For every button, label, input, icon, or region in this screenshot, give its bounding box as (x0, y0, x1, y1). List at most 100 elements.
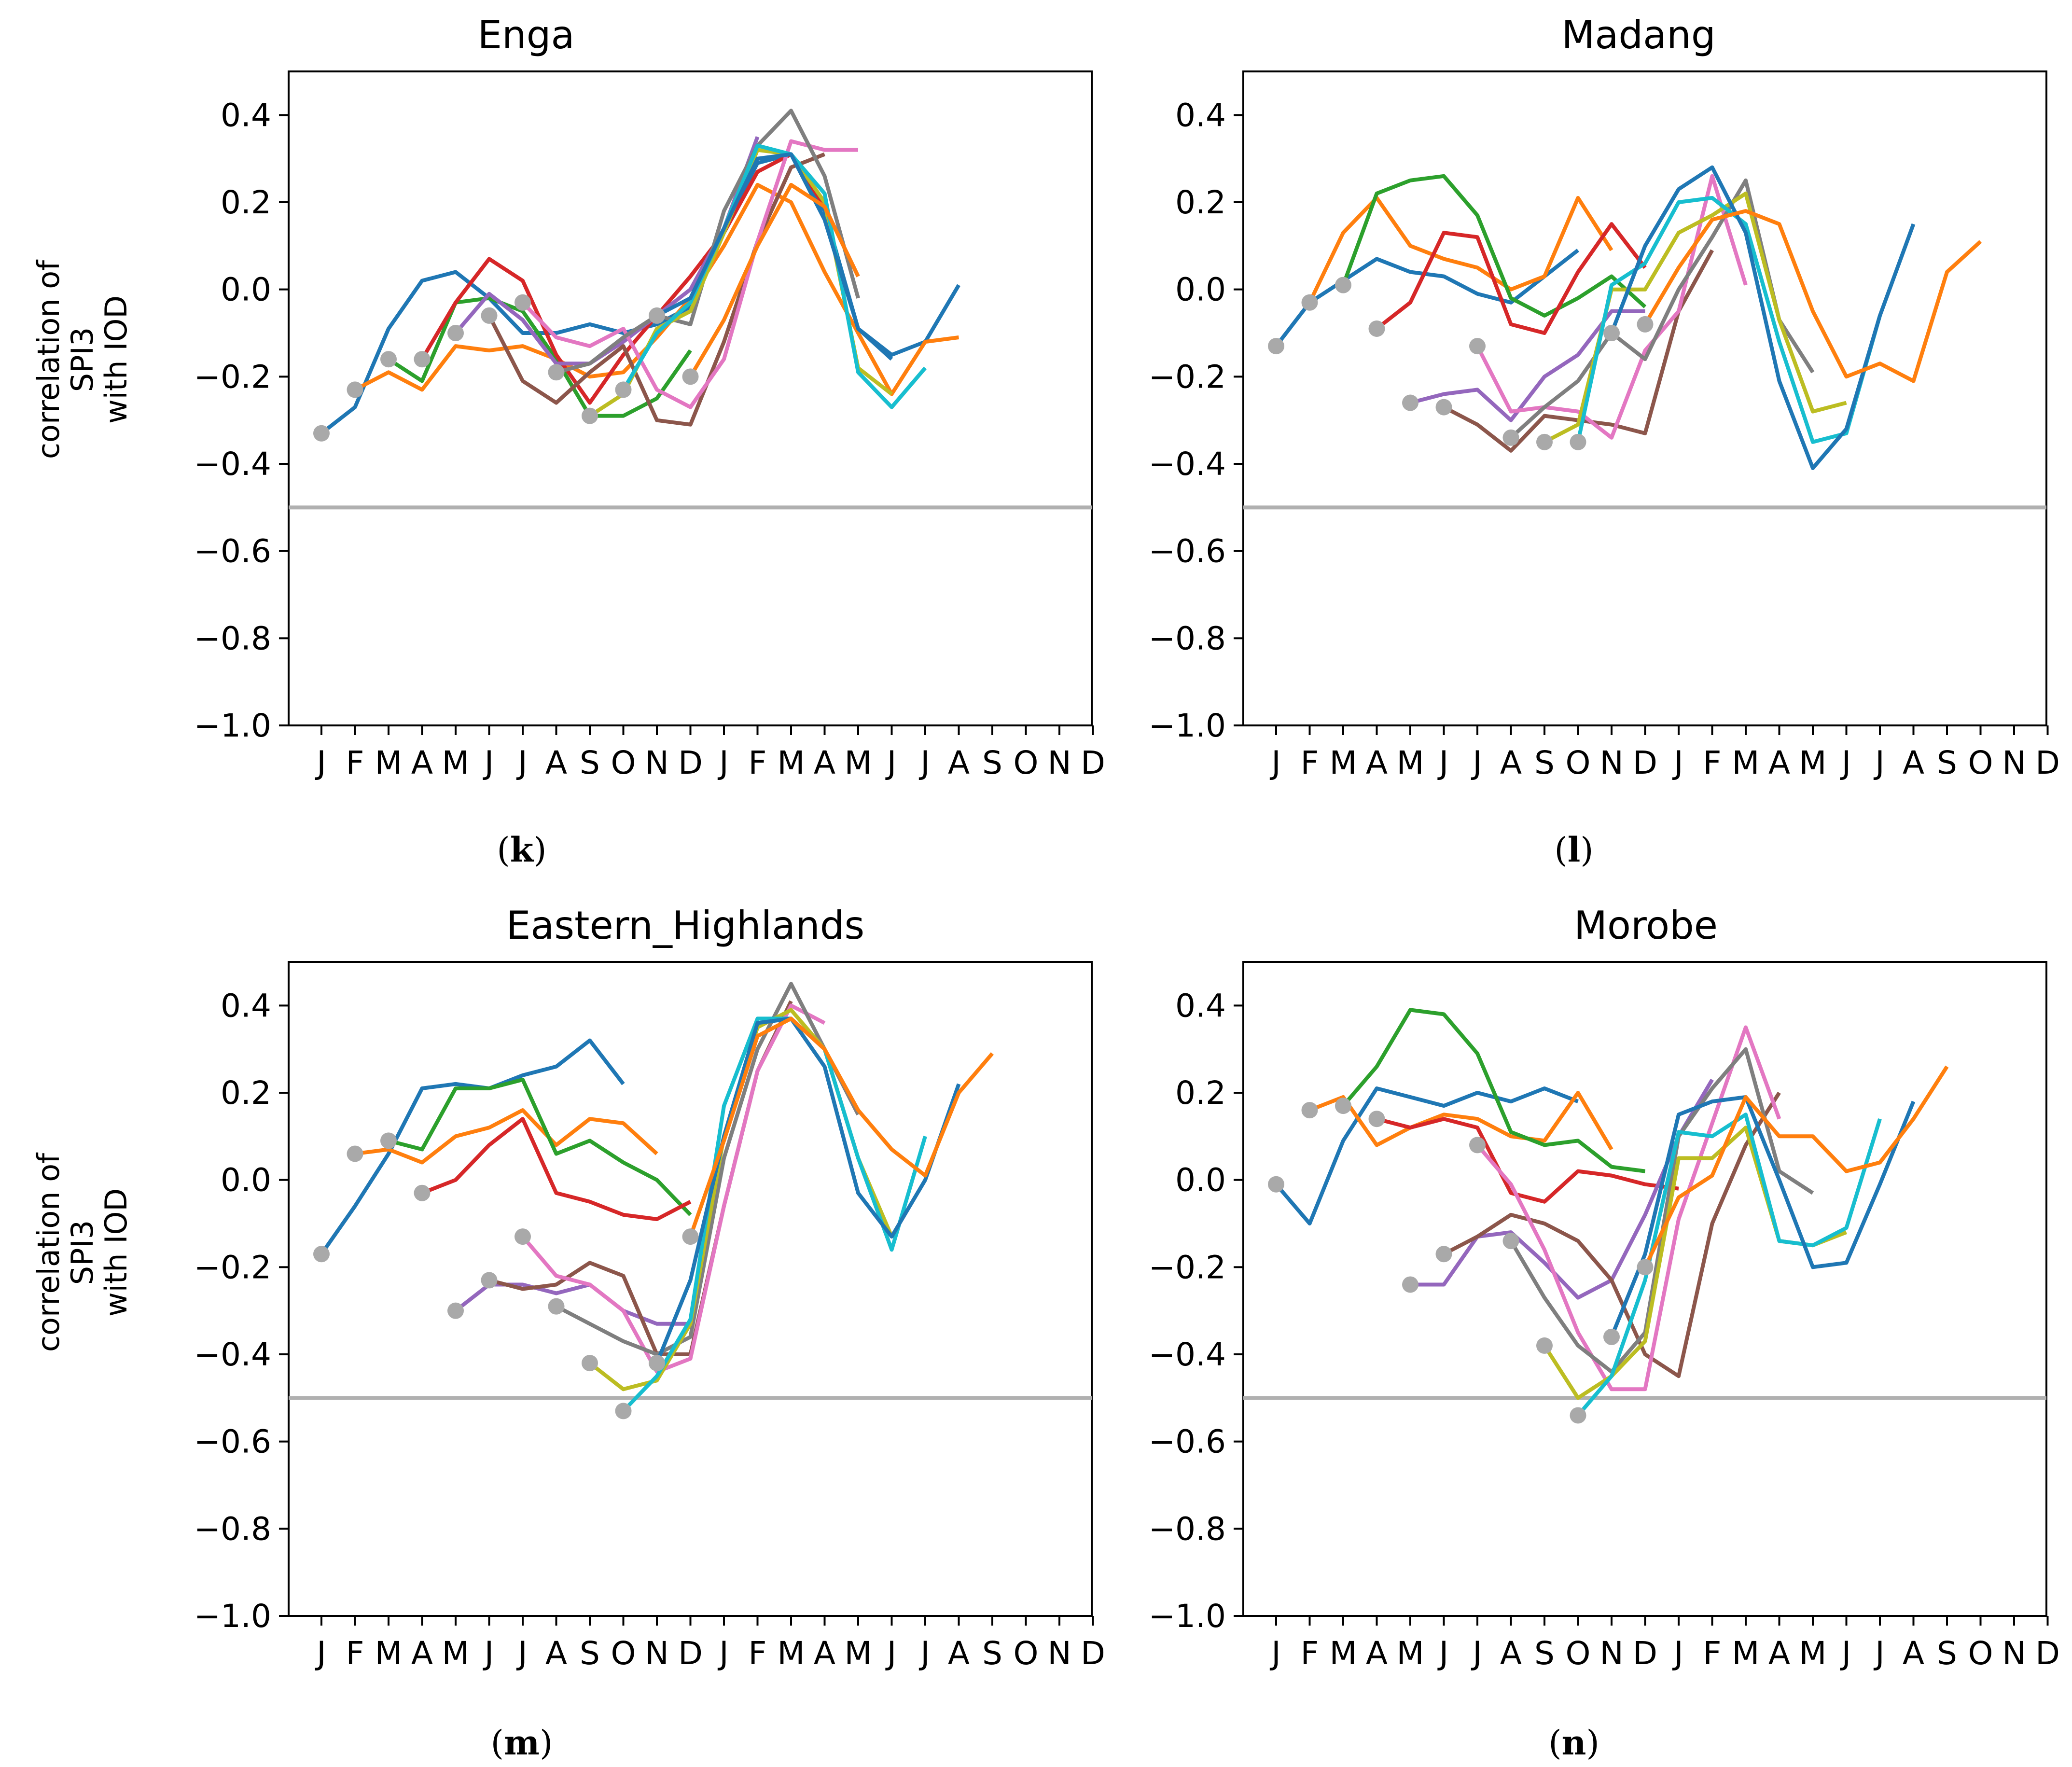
y-tick-label: −1.0 (1149, 707, 1226, 744)
y-axis-label-line-2: SPI3 (65, 327, 100, 392)
series-line (320, 152, 960, 435)
x-tick-label: M (1799, 1635, 1827, 1672)
y-tick-label: −1.0 (194, 707, 271, 744)
series-line (354, 1108, 658, 1165)
series-start-marker (1268, 338, 1284, 355)
series-start-marker (548, 1298, 565, 1315)
panel-sublabel: (n) (1548, 1723, 1599, 1763)
x-tick-label: J (1471, 744, 1482, 781)
x-tick-label: J (717, 1635, 728, 1672)
x-tick-label: S (580, 744, 600, 781)
x-tick-label: N (1047, 1635, 1071, 1672)
series-start-marker (481, 1272, 498, 1289)
series-line (656, 152, 893, 361)
x-tick-label: M (1330, 1635, 1357, 1672)
x-tick-label: F (1301, 1635, 1319, 1672)
x-tick-label: J (483, 1635, 494, 1672)
x-tick-label: J (1873, 744, 1884, 781)
y-tick-label: 0.0 (1175, 1162, 1226, 1199)
y-tick-label: 0.4 (221, 987, 271, 1024)
x-tick-label: A (814, 744, 835, 781)
x-tick-label: J (717, 744, 728, 781)
series-start-marker (1637, 316, 1654, 333)
axes-frame (1242, 70, 2047, 726)
series-start-marker (1570, 433, 1586, 450)
y-tick-label: −0.4 (194, 445, 271, 483)
x-tick-label: M (442, 744, 470, 781)
plot-area: 0.40.20.0−0.2−0.4−0.6−0.8−1.0J F M A M J J A S O N… (194, 70, 1105, 781)
x-tick-label: M (375, 744, 403, 781)
series-line (1610, 1095, 1916, 1338)
series-line (1410, 1078, 1714, 1300)
series-line (521, 1003, 826, 1374)
y-tick-label: −0.6 (194, 1423, 271, 1461)
x-tick-label: M (442, 1635, 470, 1672)
panel-sublabel: (k) (497, 830, 546, 870)
x-tick-label: J (315, 744, 326, 781)
series-line (622, 143, 927, 409)
y-axis-label: correlation of SPI3 with IOD (31, 1152, 134, 1352)
series-line (1475, 1025, 1781, 1391)
x-tick-label: N (2002, 744, 2026, 781)
plot-area: 0.40.20.0−0.2−0.4−0.6−0.8−1.0J F M A M J J A S O N… (1149, 70, 2060, 781)
y-axis-label-line-3: with IOD (98, 1188, 134, 1317)
series-start-marker (447, 1302, 464, 1319)
series-start-marker (313, 425, 330, 442)
x-tick-label: N (1047, 744, 1071, 781)
x-tick-label: M (1330, 744, 1357, 781)
x-tick-label: M (845, 1635, 872, 1672)
series-start-marker (380, 351, 397, 368)
x-tick-label: J (1269, 744, 1280, 781)
series-start-marker (649, 307, 665, 324)
x-tick-label: J (1471, 1635, 1482, 1672)
series-line (454, 1282, 691, 1326)
series-line (688, 1016, 994, 1238)
series-start-marker (1570, 1407, 1586, 1424)
series-line (421, 1117, 692, 1221)
series-start-marker (582, 407, 598, 424)
x-tick-label: D (678, 744, 703, 781)
series-start-marker (548, 364, 565, 381)
x-tick-label: O (1014, 1635, 1039, 1672)
x-tick-label: O (1566, 744, 1591, 781)
x-tick-label: A (1500, 1635, 1522, 1672)
panel-morobe: Morobe 0.40.20.0−0.2−0.4−0.6−0.8−1.0J F M A… (1149, 903, 2060, 1763)
x-tick-label: J (483, 744, 494, 781)
y-tick-label: −0.4 (194, 1336, 271, 1373)
x-tick-label: A (1500, 744, 1522, 781)
x-tick-label: S (1534, 1635, 1555, 1672)
x-tick-label: J (918, 744, 930, 781)
series-start-marker (515, 294, 531, 311)
x-tick-label: J (1840, 744, 1851, 781)
x-tick-label: M (845, 744, 872, 781)
panel-sublabel: (m) (491, 1723, 553, 1763)
x-tick-label: M (778, 1635, 805, 1672)
series-start-marker (447, 325, 464, 341)
x-tick-label: M (1799, 744, 1827, 781)
x-tick-label: F (1703, 1635, 1722, 1672)
series-line (1274, 249, 1579, 348)
series-line (1576, 1113, 1882, 1417)
x-tick-label: J (1437, 744, 1448, 781)
x-tick-label: A (1768, 744, 1790, 781)
x-tick-label: D (1633, 1635, 1657, 1672)
series-start-marker (1536, 433, 1553, 450)
series-start-marker (649, 1355, 665, 1372)
x-tick-label: O (611, 1635, 636, 1672)
x-tick-label: S (982, 744, 1002, 781)
x-tick-label: M (1397, 744, 1424, 781)
x-tick-label: J (1672, 1635, 1683, 1672)
x-tick-label: A (814, 1635, 835, 1672)
series-line (1307, 196, 1613, 304)
series-line (1309, 1091, 1613, 1151)
axes-frame (288, 961, 1093, 1617)
x-tick-label: D (2035, 1635, 2060, 1672)
series-start-marker (682, 368, 699, 385)
x-tick-label: O (1968, 744, 1993, 781)
series-line (1376, 1117, 1679, 1204)
x-tick-label: M (375, 1635, 403, 1672)
series-line (521, 139, 858, 409)
series-line (1643, 1065, 1949, 1268)
series-line (556, 109, 860, 375)
x-tick-label: J (1840, 1635, 1851, 1672)
